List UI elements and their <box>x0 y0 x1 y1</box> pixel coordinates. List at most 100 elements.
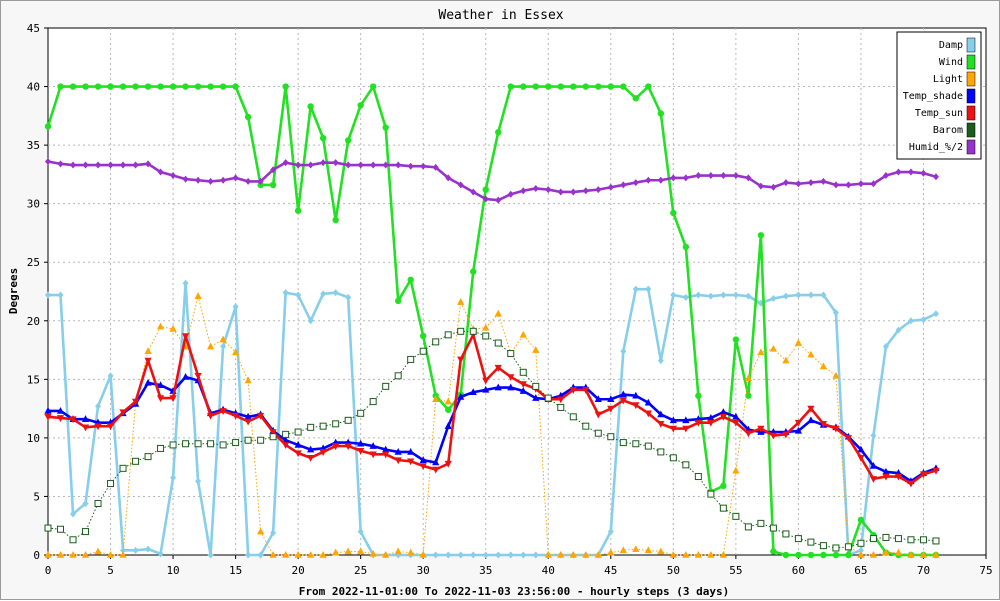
data-point-damp <box>495 551 502 559</box>
data-point-light <box>869 551 878 558</box>
data-point-damp <box>357 528 364 536</box>
data-point-humid-2 <box>707 172 714 180</box>
data-point-damp <box>795 291 802 299</box>
data-point-damp <box>857 546 864 554</box>
data-point-temp-sun <box>344 443 352 451</box>
data-point-light <box>494 309 502 317</box>
legend-label: Temp_shade <box>903 91 963 102</box>
plot-area <box>47 27 987 556</box>
data-point-barom <box>669 454 677 462</box>
data-point-humid-2 <box>95 161 102 169</box>
data-point-barom <box>444 331 452 339</box>
series-wind <box>44 83 940 559</box>
data-point-wind <box>820 551 827 559</box>
legend-label: Barom <box>933 125 963 136</box>
data-point-light <box>269 551 277 558</box>
data-point-wind <box>119 83 127 90</box>
data-point-light <box>332 548 340 556</box>
x-tick-label: 55 <box>729 564 742 577</box>
data-point-humid-2 <box>595 186 602 194</box>
data-point-humid-2 <box>320 159 327 167</box>
legend-swatch <box>966 88 976 104</box>
data-point-humid-2 <box>457 181 464 189</box>
data-point-humid-2 <box>257 177 264 185</box>
data-point-humid-2 <box>357 161 364 169</box>
data-point-damp <box>507 551 514 559</box>
data-point-wind <box>319 134 327 142</box>
data-point-humid-2 <box>195 176 202 184</box>
data-point-humid-2 <box>720 172 727 180</box>
data-point-wind <box>157 83 164 90</box>
data-point-temp-shade <box>719 408 727 415</box>
x-tick-label: 40 <box>542 564 555 577</box>
data-point-temp-sun <box>607 405 615 413</box>
data-point-temp-sun <box>669 425 677 433</box>
data-point-temp-sun <box>819 421 828 428</box>
data-point-wind <box>445 406 452 413</box>
y-tick-label: 10 <box>27 432 40 445</box>
x-tick-label: 60 <box>792 564 805 577</box>
data-point-temp-sun <box>106 423 115 431</box>
data-point-damp <box>232 303 239 311</box>
data-point-temp-shade <box>519 387 527 394</box>
data-point-damp <box>320 290 327 298</box>
data-point-temp-sun <box>519 381 527 389</box>
data-point-damp <box>895 326 902 334</box>
data-point-damp <box>532 551 539 559</box>
data-point-light <box>719 551 727 558</box>
data-point-light <box>857 551 865 558</box>
data-point-humid-2 <box>395 161 402 169</box>
data-point-temp-shade <box>181 372 190 380</box>
data-point-light <box>607 548 615 556</box>
data-point-humid-2 <box>270 166 277 174</box>
legend-label: Damp <box>939 40 963 51</box>
data-point-humid-2 <box>332 159 339 167</box>
data-point-wind <box>582 83 589 90</box>
data-point-barom <box>132 457 140 465</box>
data-point-barom <box>407 355 415 363</box>
data-point-barom <box>707 490 715 498</box>
data-point-light <box>707 551 715 558</box>
data-point-light <box>669 551 677 558</box>
data-point-humid-2 <box>832 181 839 189</box>
x-tick-label: 75 <box>979 564 992 577</box>
data-point-temp-shade <box>594 395 602 403</box>
data-point-light <box>582 551 590 558</box>
data-point-light <box>44 551 52 558</box>
data-point-light <box>307 551 315 558</box>
data-point-wind <box>770 548 777 555</box>
data-point-temp-sun <box>719 414 727 421</box>
data-point-temp-sun <box>482 377 490 385</box>
legend: Damp Wind Light Temp_shade Temp_sun Barom Humi… <box>896 31 982 160</box>
data-point-barom <box>532 382 540 390</box>
data-point-wind <box>369 83 377 90</box>
legend-swatch <box>966 37 976 53</box>
data-point-humid-2 <box>645 176 652 184</box>
data-point-light <box>294 551 302 558</box>
data-point-wind <box>595 83 602 90</box>
data-point-barom <box>232 439 240 447</box>
data-point-damp <box>807 291 814 299</box>
data-point-humid-2 <box>932 173 939 181</box>
data-point-wind <box>470 268 477 275</box>
data-point-temp-sun <box>707 419 715 427</box>
data-point-barom <box>82 528 90 536</box>
data-point-damp <box>695 291 702 299</box>
data-point-light <box>519 330 527 338</box>
series-barom <box>44 327 940 552</box>
data-point-humid-2 <box>820 177 827 185</box>
data-point-temp-sun <box>144 357 152 365</box>
data-point-light <box>682 551 690 558</box>
data-point-light <box>156 322 165 330</box>
data-point-barom <box>244 436 252 444</box>
data-point-light <box>369 549 377 557</box>
data-point-damp <box>670 291 677 299</box>
data-point-light <box>644 546 652 554</box>
data-point-humid-2 <box>445 174 452 182</box>
data-point-humid-2 <box>132 161 139 169</box>
data-point-temp-shade <box>482 385 490 393</box>
data-point-humid-2 <box>157 168 164 176</box>
data-point-humid-2 <box>45 158 51 166</box>
data-point-temp-shade <box>507 383 515 391</box>
data-point-light <box>744 374 752 381</box>
